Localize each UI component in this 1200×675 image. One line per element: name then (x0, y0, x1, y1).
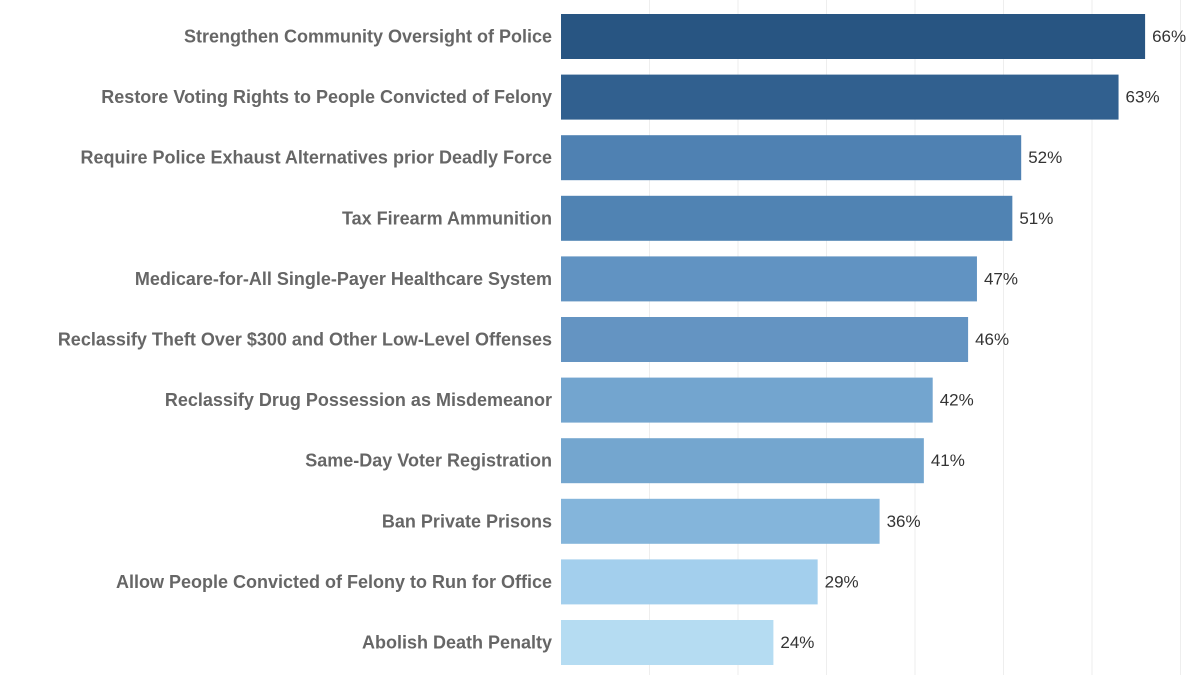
category-label-6: Reclassify Theft Over $300 and Other Low… (58, 330, 552, 350)
bars (561, 14, 1146, 665)
value-label-3: 52% (1028, 148, 1062, 167)
bar-11 (561, 620, 774, 665)
bar-10 (561, 559, 818, 605)
bar-2 (561, 74, 1119, 120)
value-label-4: 51% (1019, 209, 1053, 228)
bar-9 (561, 498, 880, 544)
category-label-5: Medicare-for-All Single-Payer Healthcare… (135, 269, 552, 289)
bar-1 (561, 14, 1146, 59)
value-label-9: 36% (887, 512, 921, 531)
value-label-11: 24% (780, 633, 814, 652)
bar-7 (561, 377, 933, 423)
category-label-9: Ban Private Prisons (382, 511, 552, 531)
bar-8 (561, 438, 924, 484)
bar-5 (561, 256, 977, 302)
category-label-3: Require Police Exhaust Alternatives prio… (81, 148, 553, 168)
value-label-8: 41% (931, 451, 965, 470)
category-label-11: Abolish Death Penalty (362, 633, 552, 653)
value-label-7: 42% (940, 391, 974, 410)
bar-6 (561, 317, 969, 362)
value-labels: 66% 63% 52% 51% 47% 46% 42% 41% 36% 29% 24% (780, 27, 1186, 652)
category-labels: Strengthen Community Oversight of Police… (58, 27, 552, 653)
value-label-1: 66% (1152, 27, 1186, 46)
category-label-2: Restore Voting Rights to People Convicte… (101, 87, 552, 107)
value-label-6: 46% (975, 330, 1009, 349)
category-label-1: Strengthen Community Oversight of Police (184, 27, 552, 47)
category-label-10: Allow People Convicted of Felony to Run … (116, 572, 552, 592)
category-label-4: Tax Firearm Ammunition (342, 208, 552, 228)
category-label-8: Same-Day Voter Registration (305, 451, 552, 471)
bar-4 (561, 195, 1013, 241)
value-label-5: 47% (984, 269, 1018, 288)
value-label-2: 63% (1126, 88, 1160, 107)
value-label-10: 29% (825, 572, 859, 591)
bar-3 (561, 135, 1022, 181)
category-label-7: Reclassify Drug Possession as Misdemeano… (165, 390, 552, 410)
